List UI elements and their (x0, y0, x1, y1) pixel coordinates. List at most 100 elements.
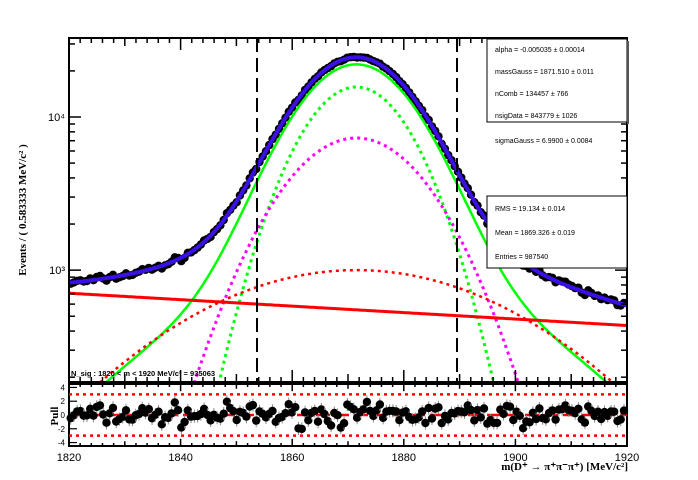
pull-point (470, 416, 479, 425)
param-massGauss: massGauss = 1871.510 ± 0.011 (495, 69, 594, 76)
narrow-gauss-curve (217, 85, 496, 382)
stat-rms: RMS = 19.134 ± 0.014 (495, 206, 565, 213)
pull-point (616, 415, 625, 424)
pull-point (219, 409, 228, 418)
pull-point (252, 416, 261, 425)
pull-axis-label: Pull (49, 407, 61, 426)
pull-point (518, 424, 528, 433)
pull-point (476, 413, 485, 422)
pull-point (248, 400, 258, 410)
pull-point (580, 418, 590, 427)
pull-point (242, 412, 251, 421)
pull-point (173, 406, 183, 415)
pull-point (437, 418, 446, 428)
pull-point (284, 400, 293, 409)
pull-point (619, 406, 629, 415)
pull-point (444, 415, 453, 424)
pull-point (362, 397, 372, 407)
x-tick-label: 1880 (392, 452, 416, 464)
pull-point (434, 403, 443, 412)
param-sigmaGauss: sigmaGauss = 6.9900 ± 0.0084 (495, 138, 593, 145)
x-axis-label: m(D⁺ → π⁺π⁻π⁺) [MeV/c²] (501, 461, 628, 473)
pull-y-tick-label: 2 (61, 397, 66, 406)
pull-point (229, 407, 238, 416)
pull-point (320, 409, 329, 419)
pull-point (297, 424, 306, 434)
pull-point (300, 408, 310, 417)
pull-point (597, 414, 606, 424)
pull-point (118, 412, 128, 421)
broad-gauss-curve (98, 268, 615, 382)
pull-point (313, 417, 323, 426)
y-tick-label: 10⁴ (48, 112, 65, 124)
pull-point (492, 418, 502, 428)
pull-point (574, 404, 583, 413)
pull-point (108, 403, 118, 413)
param-nsigData: nsigData = 843779 ± 1026 (495, 113, 577, 120)
stat-entries: Entries = 987540 (495, 254, 548, 261)
pull-point (154, 407, 163, 416)
main-pad: 10³ 10⁴ (48, 37, 628, 446)
pull-point (170, 398, 179, 407)
pull-point (479, 404, 489, 413)
pull-point (82, 411, 92, 420)
stats-box: RMS = 19.134 ± 0.014 Mean = 1869.326 ± 0… (486, 195, 628, 269)
pull-point (392, 407, 401, 416)
pull-point (525, 418, 534, 427)
param-nComb: nComb = 134457 ± 766 (495, 91, 568, 98)
pull-point (528, 408, 538, 417)
x-tick-label: 1920 (615, 452, 639, 464)
pull-point (378, 413, 388, 422)
y-axis-label: Events / ( 0.583333 MeV/c² ) (17, 144, 29, 276)
pull-point (310, 406, 319, 416)
pull-point (395, 416, 404, 425)
pull-point (535, 404, 544, 413)
pull-point (167, 409, 176, 418)
total-fit-curve (69, 55, 627, 308)
wide-gauss-curve (193, 136, 520, 382)
curves (69, 52, 627, 382)
pull-point (375, 400, 385, 409)
pull-point (326, 421, 336, 430)
background-curve (69, 291, 627, 327)
pull-point (339, 419, 349, 428)
pull-point (610, 407, 619, 416)
pull-y-tick-label: 4 (61, 383, 66, 392)
pull-point (460, 408, 469, 417)
pull-point (121, 406, 131, 415)
pull-point (268, 406, 277, 416)
pull-point (473, 405, 482, 415)
pull-point (427, 414, 437, 423)
pull-y-tick-label: 0 (61, 411, 66, 420)
pull-point (102, 418, 111, 427)
pull-point (89, 411, 98, 420)
pull-y-tick-label: -4 (58, 439, 66, 448)
pull-point (349, 405, 358, 414)
pull-point (499, 409, 508, 419)
pull-point (95, 401, 105, 410)
pull-y-tick-label: -2 (58, 425, 66, 434)
fit-parameter-box: alpha = -0.005035 ± 0.00014 massGauss = … (486, 38, 629, 145)
pull-point (551, 415, 560, 424)
pull-point (509, 415, 518, 425)
x-tick-label: 1900 (503, 452, 527, 464)
pull-point (359, 405, 368, 414)
pull-point (466, 405, 476, 415)
pull-point (424, 403, 433, 413)
x-tick-label: 1860 (280, 452, 304, 464)
pull-point (86, 404, 95, 413)
pull-point (144, 404, 153, 414)
pull-point (281, 409, 290, 418)
nsig-annotation: N_sig : 1820 < m < 1920 MeV/c² = 935063 (71, 369, 215, 378)
x-tick-label: 1840 (168, 452, 192, 464)
pull-point (222, 397, 232, 406)
pull-pad: 1820 1840 1860 1880 1900 1920 4 2 0 -2 -4 (57, 383, 639, 464)
param-alpha: alpha = -0.005035 ± 0.00014 (495, 47, 585, 54)
pull-point (515, 411, 524, 420)
x-tick-label: 1820 (57, 452, 81, 464)
pull-point (541, 415, 551, 424)
pull-point (180, 417, 189, 427)
y-tick-label: 10³ (49, 265, 65, 277)
pull-point (291, 403, 300, 412)
